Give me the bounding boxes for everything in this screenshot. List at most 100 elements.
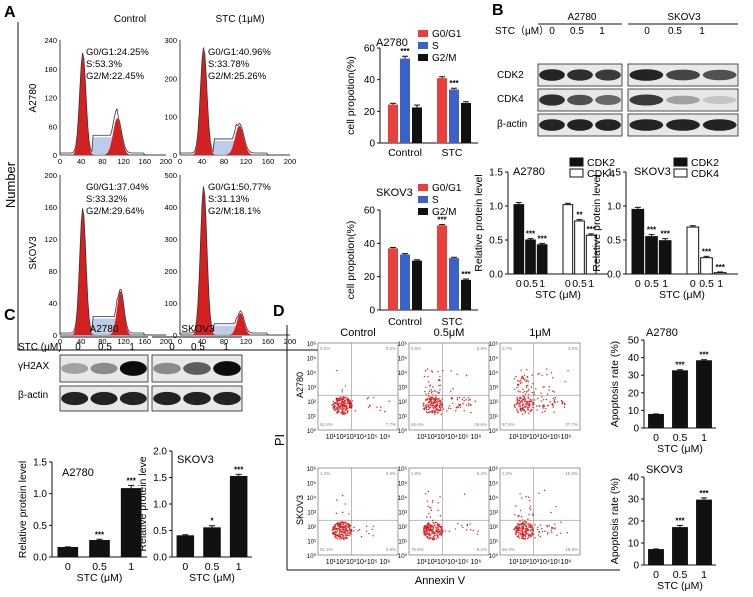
- blot-band: [666, 69, 700, 81]
- panel-c-western-blot: A2780 SKOV3 STC (μM) 0 0.5 1 0 0.5 1 γH2…: [18, 324, 243, 412]
- flow-point: [543, 489, 546, 492]
- flow-point: [522, 527, 525, 529]
- flow-point: [519, 527, 522, 529]
- flow-point: [368, 404, 371, 406]
- blot-b-cell-line-a2780: A2780: [568, 12, 597, 23]
- flow-point: [515, 528, 517, 530]
- flow-point: [553, 528, 555, 530]
- bar: [203, 527, 221, 558]
- flow-point: [527, 409, 529, 411]
- chart-category-label: 0.5: [92, 561, 107, 573]
- flow-point: [339, 404, 341, 406]
- chart-y-tick-label: 10: [628, 406, 640, 417]
- chart-y-tick-label: 1.5: [33, 458, 47, 469]
- histogram-g2m-peak: [104, 118, 137, 155]
- flow-point: [458, 404, 461, 407]
- flow-point: [337, 412, 339, 414]
- flow-point: [463, 400, 465, 402]
- bar: [696, 499, 712, 566]
- flow-point: [547, 404, 550, 407]
- flow-point: [436, 412, 439, 414]
- flow-point: [429, 533, 431, 536]
- chart-category-label: 0.5: [205, 561, 220, 573]
- flow-point: [335, 536, 337, 539]
- flow-point: [432, 499, 434, 502]
- flow-point: [432, 386, 434, 388]
- flow-y-tick-label: 10³: [398, 386, 407, 392]
- histogram-x-tick-label: 80: [220, 157, 228, 166]
- flow-point: [520, 369, 522, 371]
- bar: [176, 535, 195, 558]
- flow-point: [536, 409, 538, 411]
- legend-label: CDK2: [691, 157, 719, 169]
- flow-point: [423, 402, 425, 405]
- flow-point: [538, 405, 541, 408]
- flow-point: [342, 494, 344, 497]
- flow-point: [341, 409, 343, 411]
- flow-point: [432, 525, 434, 528]
- flow-point: [542, 399, 545, 401]
- flow-point: [341, 398, 343, 400]
- flow-point: [546, 533, 549, 535]
- flow-point: [384, 410, 386, 413]
- flow-point: [551, 531, 553, 533]
- flow-point: [530, 530, 532, 532]
- flow-point: [331, 404, 333, 406]
- flow-point: [342, 404, 344, 407]
- flow-point: [553, 391, 555, 393]
- flow-point: [429, 384, 432, 386]
- flow-point: [425, 533, 428, 535]
- flow-point: [338, 533, 340, 535]
- flow-point: [450, 370, 452, 372]
- chart-x-axis-label: STC (μM): [535, 289, 581, 301]
- histogram-x-tick-label: 0: [58, 337, 62, 346]
- flow-point: [427, 411, 429, 414]
- chart-category-label: 1: [588, 278, 594, 290]
- flow-point: [340, 533, 342, 536]
- flow-point: [546, 368, 548, 370]
- flow-point: [348, 534, 350, 537]
- flow-point: [346, 400, 348, 402]
- flow-point: [468, 399, 470, 401]
- flow-condition-control: Control: [340, 327, 375, 339]
- flow-point: [338, 402, 341, 405]
- flow-point: [436, 527, 438, 529]
- flow-point: [345, 528, 347, 531]
- flow-point: [517, 411, 519, 414]
- significance-marker: ***: [437, 216, 447, 225]
- blot-c-h2ax-skov3: [151, 354, 243, 383]
- chart-y-tick-label: 0: [633, 561, 639, 572]
- flow-point: [428, 398, 430, 400]
- flow-point: [439, 375, 441, 378]
- blot-b-conc-0-b: 0: [644, 26, 650, 37]
- flow-point: [429, 537, 431, 540]
- bar: [713, 272, 727, 275]
- flow-point: [518, 525, 521, 527]
- flow-point: [522, 377, 524, 380]
- flow-point: [516, 386, 518, 389]
- flow-point: [533, 393, 536, 396]
- blot-b-conc-0: 0: [549, 26, 555, 37]
- flow-point: [433, 538, 435, 540]
- flow-point: [333, 407, 335, 410]
- flow-point: [331, 532, 334, 535]
- blot-band: [567, 69, 593, 81]
- flow-point: [454, 528, 456, 530]
- chart-y-tick-label: 10: [628, 539, 640, 550]
- blot-band: [183, 391, 211, 406]
- flow-point: [523, 522, 525, 525]
- chart-y-tick-label: 0.5: [153, 526, 167, 537]
- chart-b-skov3: 0.0 0.5 1.0 1.5 SKOV3 Relative protein level S…: [591, 157, 738, 301]
- flow-plot-skov3-control: 1.2% 3.8% 91.2% 3.9% 10⁶ 10⁵ 10⁴ 10³ 10² 10¹ 10⁰ 10…: [307, 466, 399, 566]
- flow-point: [539, 524, 542, 526]
- flow-quadrant-ul: 1.8%: [411, 471, 421, 476]
- flow-frame: [499, 342, 581, 431]
- flow-point: [345, 407, 348, 409]
- flow-point: [346, 537, 348, 540]
- flow-point: [436, 400, 438, 403]
- flow-point: [513, 388, 516, 391]
- histogram-x-tick-label: 120: [117, 157, 130, 166]
- flow-point: [553, 411, 555, 413]
- flow-point: [554, 527, 556, 529]
- flow-point: [515, 403, 518, 406]
